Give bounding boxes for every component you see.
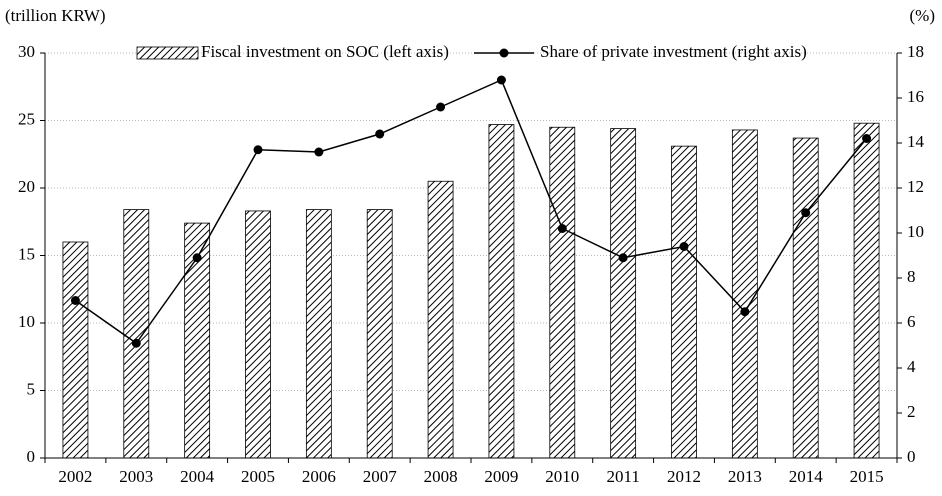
x-tick-label: 2013	[728, 467, 762, 486]
line-marker	[436, 102, 446, 112]
y2-tick-label: 0	[907, 447, 916, 466]
line-marker	[131, 338, 141, 348]
legend-label: Fiscal investment on SOC (left axis)	[201, 42, 449, 61]
y2-tick-label: 18	[907, 42, 924, 61]
x-tick-label: 2012	[667, 467, 701, 486]
y-tick-label: 15	[18, 244, 35, 263]
line-marker	[253, 145, 263, 155]
line-marker	[801, 208, 811, 218]
bar	[853, 122, 880, 459]
bar	[62, 241, 89, 459]
y-tick-label: 5	[27, 379, 36, 398]
bar	[245, 210, 271, 459]
line-marker	[618, 253, 628, 263]
x-tick-label: 2006	[302, 467, 336, 486]
y-axis-label: (trillion KRW)	[5, 6, 106, 25]
bar	[671, 145, 697, 459]
y2-tick-label: 8	[907, 267, 916, 286]
legend-label: Share of private investment (right axis)	[540, 42, 807, 61]
x-tick-label: 2015	[850, 467, 884, 486]
bar	[305, 209, 332, 459]
x-tick-label: 2011	[606, 467, 639, 486]
x-tick-label: 2010	[545, 467, 579, 486]
bar	[792, 137, 819, 459]
bar	[123, 209, 150, 459]
y-tick-label: 20	[18, 177, 35, 196]
line-marker	[314, 147, 324, 157]
x-tick-label: 2005	[241, 467, 275, 486]
y-tick-label: 30	[18, 42, 35, 61]
bar	[549, 126, 576, 459]
bar	[488, 124, 515, 459]
line-marker	[679, 242, 689, 251]
x-tick-label: 2014	[789, 467, 824, 486]
y2-tick-label: 16	[907, 87, 924, 106]
x-tick-label: 2003	[119, 467, 153, 486]
line	[74, 79, 868, 345]
bar	[610, 128, 637, 459]
y2-tick-label: 6	[907, 312, 916, 331]
x-tick-label: 2004	[180, 467, 215, 486]
bar	[366, 209, 393, 459]
line-marker	[862, 134, 872, 143]
x-tick-label: 2008	[424, 467, 458, 486]
line-marker	[375, 129, 385, 139]
y2-tick-label: 4	[907, 357, 916, 376]
legend-bar-swatch	[136, 46, 199, 60]
line-marker	[192, 253, 202, 263]
legend-marker	[499, 48, 509, 58]
y-tick-label: 0	[27, 447, 36, 466]
line-marker	[557, 224, 567, 233]
y2-tick-label: 12	[907, 177, 924, 196]
bar	[731, 129, 758, 459]
y2-tick-label: 2	[907, 402, 916, 421]
y-tick-label: 10	[18, 312, 35, 331]
line-marker	[496, 75, 506, 85]
line-marker	[70, 296, 80, 305]
bar	[427, 180, 454, 459]
x-tick-label: 2002	[58, 467, 92, 486]
x-tick-label: 2009	[484, 467, 518, 486]
y2-tick-label: 14	[907, 132, 925, 151]
y2-tick-label: 10	[907, 222, 924, 241]
line-marker	[740, 307, 750, 317]
x-tick-label: 2007	[363, 467, 398, 486]
y-tick-label: 25	[18, 109, 35, 128]
y2-axis-label: (%)	[910, 6, 935, 25]
